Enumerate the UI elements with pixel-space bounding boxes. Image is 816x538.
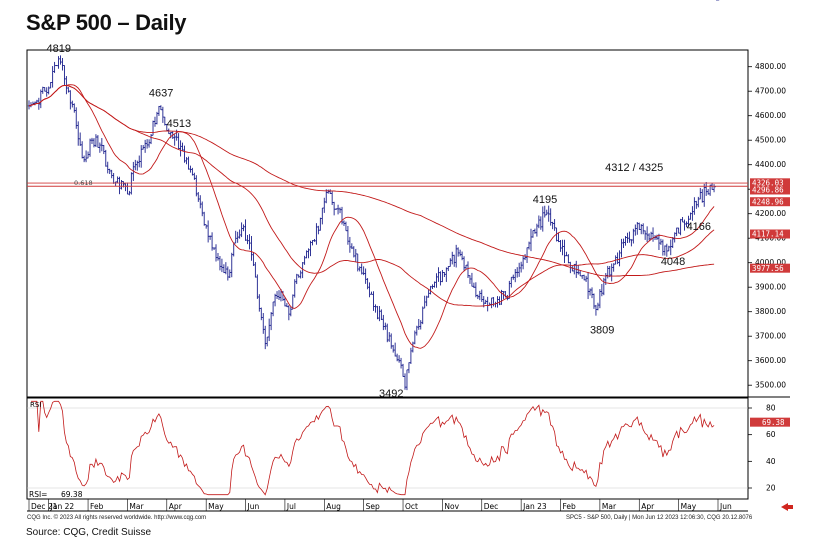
y-tick-label: 4800.00 (755, 62, 786, 71)
price-tag (750, 185, 790, 195)
x-tick-label: Apr (169, 502, 183, 511)
price-tag (750, 197, 790, 207)
fib-label: 0.618 (74, 179, 93, 187)
x-tick-label: May (208, 502, 224, 511)
y-tick-label: 4500.00 (755, 136, 786, 145)
y-tick-label: 3600.00 (755, 356, 786, 365)
x-tick-label: Dec 21 (31, 502, 58, 511)
price-tag-label: 4117.14 (752, 230, 784, 239)
rsi-y-tick-label: 80 (766, 404, 776, 413)
x-tick-label: Jun (247, 502, 260, 511)
x-tick-label: Sep (366, 502, 380, 511)
rsi-y-tick-label: 20 (766, 484, 776, 493)
y-tick-label: 4200.00 (755, 209, 786, 218)
rsi-panel (26, 397, 749, 500)
y-tick-label: 4600.00 (755, 111, 786, 120)
source-note: Source: CQG, Credit Suisse (26, 527, 152, 538)
rsi-tag (750, 417, 790, 427)
y-tick-label: 3500.00 (755, 381, 786, 390)
price-annotation: 4819 (46, 43, 70, 55)
x-tick-label: Mar (602, 502, 617, 511)
price-tag-label: 4296.86 (752, 186, 784, 195)
price-annotation: 4312 / 4325 (605, 162, 663, 174)
footer-left: CQG Inc. © 2023 All rights reserved worl… (27, 515, 207, 521)
moving-average-long (28, 84, 715, 277)
price-tag-label: 4326.03 (752, 179, 784, 188)
x-tick-label: Apr (641, 502, 655, 511)
price-tag (750, 263, 790, 273)
rsi-label: RSI (30, 401, 41, 409)
rsi-y-tick-label: 60 (766, 430, 776, 439)
price-tag (750, 229, 790, 239)
price-tag-label: 3977.56 (752, 264, 784, 273)
price-panel (26, 49, 749, 398)
x-tick-label: Nov (444, 502, 459, 511)
price-annotation: 4637 (149, 88, 173, 100)
x-tick-label: Dec (484, 502, 499, 511)
x-tick-label: May (681, 502, 697, 511)
x-tick-label: Jul (286, 502, 296, 511)
x-tick-label: Jan 23 (522, 502, 547, 511)
y-tick-label: 4700.00 (755, 87, 786, 96)
rsi-legend: RSI= (29, 490, 47, 499)
rsi-y-tick-label: 40 (766, 457, 776, 466)
x-tick-label: Oct (405, 502, 418, 511)
moving-average-short (28, 84, 715, 349)
footer-right: SPC5 - S&P 500, Daily | Mon Jun 12 2023 … (566, 515, 753, 521)
scroll-arrow-icon[interactable] (781, 503, 788, 511)
x-tick-label: Jan 22 (50, 502, 75, 511)
price-annotation: 3492 (379, 388, 403, 400)
y-tick-label: 4400.00 (755, 160, 786, 169)
y-tick-label: 3700.00 (755, 332, 786, 341)
y-tick-label: 3800.00 (755, 307, 786, 316)
x-tick-label: Feb (90, 502, 104, 511)
rsi-tag-label: 69.38 (762, 418, 785, 427)
y-tick-label: 3900.00 (755, 283, 786, 292)
price-annotation: 4048 (661, 256, 685, 268)
price-tag (750, 178, 790, 188)
price-annotation: 4195 (533, 194, 557, 206)
price-tag-label: 4248.96 (752, 197, 784, 206)
x-tick-label: Mar (129, 502, 144, 511)
rsi-legend-value: 69.38 (61, 490, 83, 499)
x-tick-label: Feb (563, 502, 577, 511)
price-annotation: 3809 (590, 324, 614, 336)
moving-average-medium (28, 84, 715, 307)
rsi-line (31, 400, 715, 496)
price-annotation: 4166 (687, 221, 711, 233)
x-tick-label: Aug (326, 502, 341, 511)
price-annotation: 4513 (167, 118, 191, 130)
x-tick-label: Jun (719, 502, 732, 511)
chart-title: S&P 500 – Daily (26, 10, 187, 35)
y-tick-label: 4000.00 (755, 258, 786, 267)
